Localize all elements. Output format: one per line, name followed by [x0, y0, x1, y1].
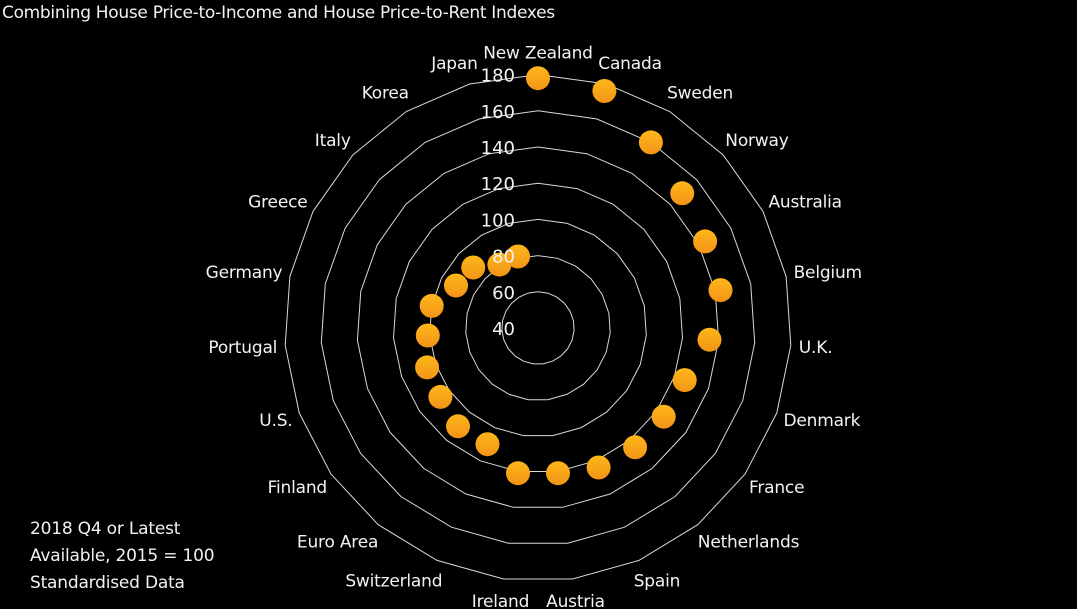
category-label: France [749, 478, 804, 498]
category-label: Norway [725, 131, 788, 151]
category-label: Germany [206, 263, 283, 283]
category-label: Sweden [667, 84, 733, 104]
data-point-marker: Greece: 91 [444, 273, 468, 298]
grid-ring-120 [392, 182, 684, 472]
data-point-marker: Austria: 121 [546, 461, 570, 486]
category-label: Denmark [784, 411, 861, 431]
data-point-marker: Italy: 89 [461, 255, 486, 280]
data-point-marker: Ireland: 121 [506, 461, 530, 486]
category-label: Greece [248, 192, 307, 212]
chart-title: Combining House Price-to-Income and Hous… [2, 3, 555, 23]
radial-tick-labels: 40 60 80 100 120 140 160 180 [481, 66, 515, 340]
data-point-marker: Denmark: 126 [672, 368, 697, 393]
tick-label: 160 [481, 102, 515, 123]
category-label: Italy [315, 131, 351, 151]
category-label: Austria [546, 592, 605, 609]
data-point-marker: New Zealand: 178 [526, 66, 550, 91]
tick-label: 60 [492, 283, 515, 304]
data-point-marker: Belgium: 143 [708, 278, 733, 303]
data-point-marker: Portugal: 101 [415, 323, 440, 348]
category-label: Spain [634, 572, 681, 592]
note-line-2: Available, 2015 = 100 [30, 546, 215, 566]
tick-label: 100 [481, 210, 515, 231]
tick-label: 40 [492, 319, 515, 340]
category-label: U.S. [259, 411, 292, 431]
category-label: Belgium [794, 263, 862, 283]
category-label: Switzerland [345, 572, 442, 592]
data-point-marker: Australia: 144 [693, 229, 718, 254]
category-label: Australia [769, 192, 842, 212]
data-point-marker: Sweden: 160 [638, 130, 663, 155]
category-label: Euro Area [297, 533, 378, 553]
category-label: Korea [362, 84, 409, 104]
note-line-1: 2018 Q4 or Latest [30, 519, 181, 539]
data-point-marker: Germany: 100 [419, 293, 444, 318]
data-point-marker: Finland: 106 [428, 384, 453, 409]
data-point-marker: U.K.: 135 [697, 327, 722, 352]
category-label: Portugal [208, 338, 277, 358]
category-label: Japan [430, 54, 477, 74]
category-label: New Zealand [483, 44, 593, 64]
grid-ring-100 [429, 218, 647, 437]
data-point-marker: Japan: 81 [506, 244, 530, 269]
grid-ring-60 [501, 291, 575, 365]
category-label: U.K. [799, 338, 833, 358]
data-point-marker: Euro Area: 110 [446, 414, 470, 439]
grid-ring-160 [320, 110, 756, 544]
data-point-marker: U.S.: 105 [415, 355, 440, 380]
note-line-3: Standardised Data [30, 573, 185, 593]
category-label: Canada [598, 54, 662, 74]
tick-label: 80 [492, 247, 515, 268]
data-point-marker: Switzerland: 110 [475, 432, 500, 457]
data-point-marker: France: 125 [651, 404, 676, 429]
data-markers: New Zealand: 178 Canada: 176 Sweden: 160 No… [415, 66, 733, 486]
data-point-marker: Korea: 81 [487, 252, 512, 277]
data-point-marker: Norway: 149 [670, 181, 695, 206]
data-point-marker: Spain: 124 [586, 455, 611, 480]
grid-rings [284, 74, 792, 580]
tick-label: 140 [481, 138, 515, 159]
category-label: Finland [268, 478, 327, 498]
grid-ring-80 [465, 255, 611, 401]
tick-label: 120 [481, 174, 515, 195]
data-point-marker: Canada: 176 [592, 79, 617, 103]
grid-ring-140 [356, 146, 720, 508]
data-point-marker: Netherlands: 125 [623, 435, 648, 460]
grid-ring-180 [284, 74, 792, 580]
tick-label: 180 [481, 66, 515, 87]
chart-note: 2018 Q4 or Latest Available, 2015 = 100 … [30, 516, 215, 597]
category-label: Netherlands [698, 533, 800, 553]
category-label: Ireland [472, 592, 529, 609]
